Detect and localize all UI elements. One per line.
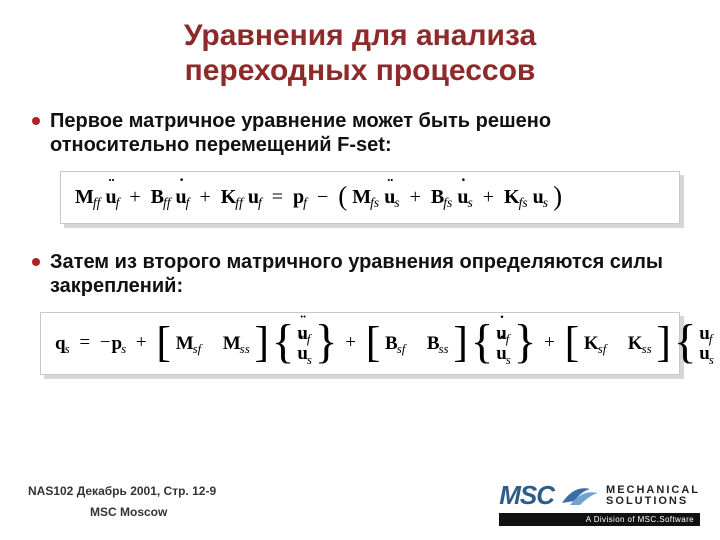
bullet-1-text: Первое матричное уравнение может быть ре… [50, 109, 688, 157]
right-brace: } [717, 324, 720, 361]
logo-msc-text: MSC [499, 480, 554, 511]
left-paren: ( [338, 181, 347, 212]
right-brace: } [315, 324, 338, 361]
sub-sf: sf [193, 341, 202, 357]
sub-f: f [186, 195, 190, 211]
right-brace: } [514, 324, 537, 361]
equation-1: Mff ¨uf + Bff ˙uf + Kff uf = pf − ( Mfs … [75, 182, 665, 213]
op-minus: − [312, 186, 333, 209]
sym-K: K [221, 187, 237, 207]
sym-B: B [431, 187, 444, 207]
vector-udot: ˙uf ˙us [496, 323, 511, 364]
equation-2-box: qs = −ps + [ Msf Mss ] { ¨uf ¨us } + [ B… [40, 312, 680, 375]
bullet-dot-icon [32, 258, 40, 266]
slide-title: Уравнения для анализа переходных процесс… [0, 0, 720, 95]
sub-f: f [258, 195, 262, 211]
right-bracket: ] [656, 325, 671, 360]
bullet-1: Первое матричное уравнение может быть ре… [0, 109, 720, 157]
sym-M: M [223, 334, 241, 353]
left-brace: { [272, 324, 295, 361]
footer-line-2: MSC Moscow [28, 502, 216, 522]
sub-s: s [543, 195, 548, 211]
sub-ss: ss [439, 341, 449, 357]
sub-s: s [467, 195, 472, 211]
logo-mechanical-solutions: MECHANICAL SOLUTIONS [606, 485, 700, 506]
op-plus: + [405, 186, 426, 209]
title-line-1: Уравнения для анализа [184, 19, 536, 52]
sym-M: M [352, 187, 371, 207]
title-line-2: переходных процессов [185, 54, 536, 87]
op-plus: + [124, 186, 145, 209]
vector-uddot: ¨uf ¨us [297, 323, 312, 364]
sub-ss: ss [240, 341, 250, 357]
left-bracket: [ [156, 325, 171, 360]
footer-line-1: NAS102 Декабрь 2001, Стр. 12-9 [28, 481, 216, 501]
sym-K: K [504, 187, 520, 207]
op-equals: = [74, 332, 95, 354]
sub-sf: sf [598, 341, 607, 357]
sub-ff: ff [93, 195, 101, 211]
vector-u: uf us [699, 323, 714, 364]
left-brace: { [674, 324, 697, 361]
equation-1-box: Mff ¨uf + Bff ˙uf + Kff uf = pf − ( Mfs … [60, 171, 680, 224]
sub-fs: fs [370, 195, 379, 211]
right-paren: ) [553, 181, 562, 212]
bullet-2: Затем из второго матричного уравнения оп… [0, 250, 720, 298]
logo-swoosh-icon [560, 483, 600, 509]
left-brace: { [471, 324, 494, 361]
sub-s: s [394, 195, 399, 211]
sub-f: f [303, 195, 307, 211]
op-plus: + [539, 332, 560, 354]
sub-fs: fs [519, 195, 528, 211]
sym-K: K [628, 334, 643, 353]
logo: MSC MECHANICAL SOLUTIONS A Division of M… [499, 480, 700, 526]
sub-s: s [65, 341, 70, 357]
sub-fs: fs [443, 195, 452, 211]
equation-2: qs = −ps + [ Msf Mss ] { ¨uf ¨us } + [ B… [55, 323, 665, 364]
sub-f: f [116, 195, 120, 211]
sub-ss: ss [642, 341, 652, 357]
sub-ff: ff [235, 195, 243, 211]
bullet-2-text: Затем из второго матричного уравнения оп… [50, 250, 688, 298]
sym-M: M [176, 334, 194, 353]
sym-K: K [584, 334, 599, 353]
sym-M: M [75, 187, 94, 207]
slide: Уравнения для анализа переходных процесс… [0, 0, 720, 540]
right-bracket: ] [254, 325, 269, 360]
op-plus: + [340, 332, 361, 354]
op-minus: − [100, 332, 112, 354]
bullet-dot-icon [32, 117, 40, 125]
op-plus: + [131, 332, 152, 354]
sub-ff: ff [163, 195, 171, 211]
op-plus: + [194, 186, 215, 209]
footer: NAS102 Декабрь 2001, Стр. 12-9 MSC Mosco… [28, 481, 216, 522]
left-bracket: [ [366, 325, 381, 360]
op-plus: + [478, 186, 499, 209]
sub-sf: sf [397, 341, 406, 357]
sym-B: B [151, 187, 164, 207]
left-bracket: [ [565, 325, 580, 360]
right-bracket: ] [453, 325, 468, 360]
logo-tagline: A Division of MSC.Software [499, 513, 700, 526]
sub-s: s [121, 341, 126, 357]
op-equals: = [267, 186, 288, 209]
